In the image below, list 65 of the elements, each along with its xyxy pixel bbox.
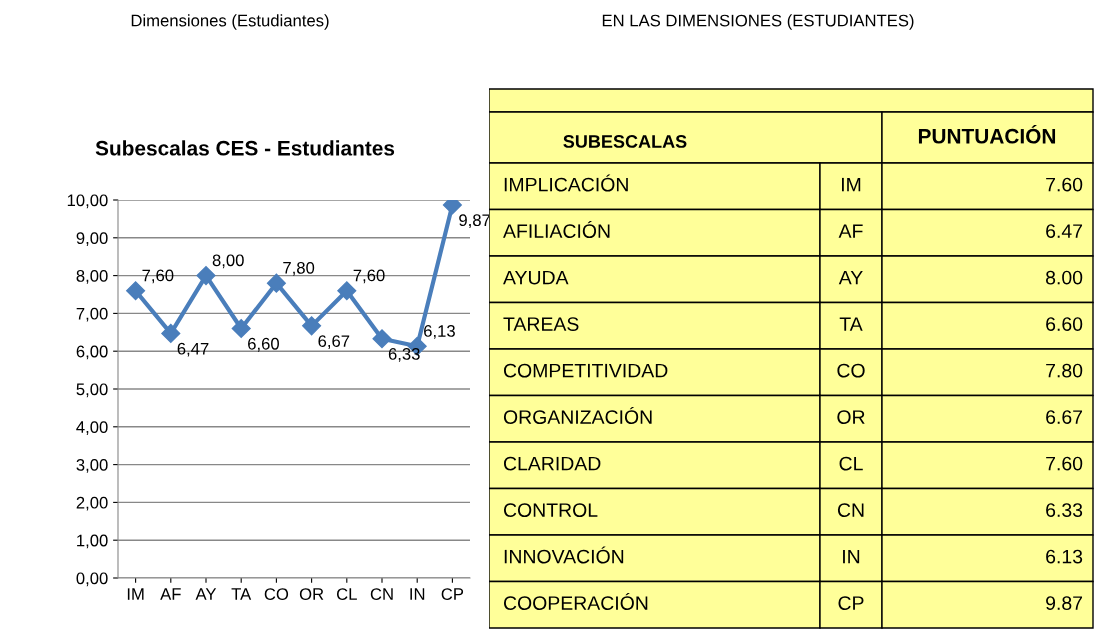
category-label: IN <box>843 549 860 564</box>
data-label: 7,60 <box>353 269 385 284</box>
x-tick-label: AF <box>160 588 181 600</box>
text: PUNTUACIÓN <box>918 124 1056 144</box>
y-tick-label: 8,00 <box>76 270 108 284</box>
data-label: 8,00 <box>212 254 244 269</box>
x-tick-label: AY <box>195 588 217 600</box>
text: 7.60 <box>1046 456 1083 471</box>
y-tick-label: 10,00 <box>67 194 108 209</box>
text: 8.00 <box>1046 270 1083 285</box>
category-label: CONTROL <box>503 503 598 517</box>
category-label: ORGANIZACIÓN <box>503 406 652 424</box>
y-tick-label: 2,00 <box>76 496 108 511</box>
text: SUBESCALAS <box>563 135 687 148</box>
text: 6.47 <box>1046 224 1083 238</box>
text: 9.87 <box>1046 596 1083 610</box>
x-tick-label: CN <box>370 588 393 600</box>
text: Dimensiones (Estudiantes) <box>131 14 329 30</box>
text: 7.80 <box>1046 363 1083 378</box>
category-label: COMPETITIVIDAD <box>503 363 668 378</box>
data-label: 7,60 <box>142 269 174 284</box>
category-label: TA <box>839 317 863 331</box>
text: EN LAS DIMENSIONES (ESTUDIANTES) <box>602 14 914 30</box>
data-label: 6,60 <box>248 337 279 352</box>
category-label: AF <box>838 224 863 238</box>
category-label: AFILIACIÓN <box>503 220 610 238</box>
y-tick-label: 9,00 <box>76 232 108 246</box>
category-label: CN <box>837 503 864 517</box>
x-tick-label: TA <box>231 588 252 600</box>
chart-title: Subescalas CES - Estudiantes <box>95 140 395 156</box>
category-label: IM <box>842 177 861 192</box>
category-label: AYUDA <box>503 270 569 285</box>
y-tick-label: 7,00 <box>76 307 108 322</box>
text: 6.13 <box>1046 549 1083 564</box>
text: 6.67 <box>1046 410 1083 424</box>
category-label: CO <box>837 363 865 378</box>
y-tick-label: 3,00 <box>76 459 108 473</box>
category-label: AY <box>838 270 863 285</box>
x-tick-label: CP <box>441 588 464 600</box>
category-label: TAREAS <box>503 317 579 331</box>
text: 7.60 <box>1046 177 1083 192</box>
x-tick-label: IM <box>127 588 144 600</box>
category-label: COOPERACIÓN <box>503 592 648 610</box>
data-label: 6,33 <box>388 348 420 362</box>
data-label: 6,13 <box>424 325 455 339</box>
y-tick-label: 6,00 <box>76 345 108 360</box>
category-label: INNOVACIÓN <box>504 546 624 564</box>
category-label: OR <box>837 410 865 424</box>
y-tick-label: 0,00 <box>76 572 108 587</box>
text: 6.33 <box>1046 503 1083 517</box>
data-label: 9,87 <box>459 214 491 229</box>
x-tick-label: CO <box>264 588 289 600</box>
x-tick-label: OR <box>299 588 324 600</box>
category-label: CLARIDAD <box>503 456 601 471</box>
data-label: 7,80 <box>283 261 315 276</box>
x-tick-label: IN <box>410 588 425 600</box>
y-tick-label: 1,00 <box>77 534 108 549</box>
y-tick-label: 4,00 <box>76 421 108 435</box>
data-label: 6,67 <box>318 335 350 349</box>
text: 6.60 <box>1046 317 1083 331</box>
x-tick-label: CL <box>336 588 357 600</box>
data-label: 6,47 <box>177 342 209 357</box>
y-tick-label: 5,00 <box>76 383 108 398</box>
category-label: IMPLICACIÓN <box>504 174 628 192</box>
category-label: CL <box>839 456 863 471</box>
